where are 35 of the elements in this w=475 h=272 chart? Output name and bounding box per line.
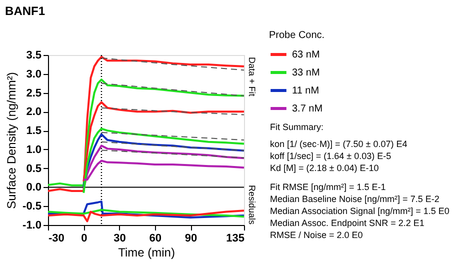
legend-label: 63 nM xyxy=(292,50,320,60)
text: Fit Summary: xyxy=(270,122,324,132)
text: Median Association Signal [ng/mm²] = 1.5 E0 xyxy=(270,206,450,216)
text: Kd [M] = (2.18 ± 0.04) E-10 xyxy=(270,163,379,173)
x-axis-title: Time (min) xyxy=(118,246,175,260)
text: Median Baseline Noise [ng/mm²] = 7.5 E-2 xyxy=(270,194,440,204)
x-tick-label: 30 xyxy=(114,232,126,244)
y-tick-label: 3.0 xyxy=(26,68,42,80)
text: Fit RMSE [ng/mm²] = 1.5 E-1 xyxy=(270,182,386,192)
legend-label: 3.7 nM xyxy=(292,104,323,114)
y-tick-label: 0.5 xyxy=(26,162,42,175)
text: Median Assoc. Endpoint SNR = 2.2 E1 xyxy=(270,218,424,228)
y-tick-label: 1.0 xyxy=(26,144,42,156)
text: kon [1/ (sec·M)] = (7.50 ± 0.07) E4 xyxy=(270,139,408,149)
y-tick-label: 0.0 xyxy=(26,182,42,194)
text: koff [1/sec] = (1.64 ± 0.03) E-5 xyxy=(270,151,392,161)
legend-label: 11 nM xyxy=(292,86,320,96)
x-tick-label: 135 xyxy=(226,232,244,244)
chart-title: BANF1 xyxy=(5,4,46,18)
y-tick-label: 1.5 xyxy=(26,125,42,138)
y-tick-label: -0.5 xyxy=(22,200,42,213)
text: RMSE / Noise = 2.0 E0 xyxy=(270,230,363,240)
text: Data + Fit xyxy=(247,57,257,97)
y-tick-label: 2.0 xyxy=(26,106,42,118)
y-tick-label: 3.5 xyxy=(26,50,42,62)
legend-label: 33 nM xyxy=(292,68,320,78)
text: Residuals xyxy=(247,185,257,226)
y-tick-label: -1.0 xyxy=(22,220,42,232)
x-tick-label: -30 xyxy=(48,232,64,244)
legend-title: Probe Conc. xyxy=(269,30,325,41)
x-tick-label: 60 xyxy=(149,232,162,244)
x-tick-label: 0 xyxy=(81,232,88,244)
x-tick-label: 90 xyxy=(184,232,198,244)
y-axis-title: Surface Density (ng/mm²) xyxy=(4,72,19,209)
y-tick-label: 2.5 xyxy=(26,87,42,100)
